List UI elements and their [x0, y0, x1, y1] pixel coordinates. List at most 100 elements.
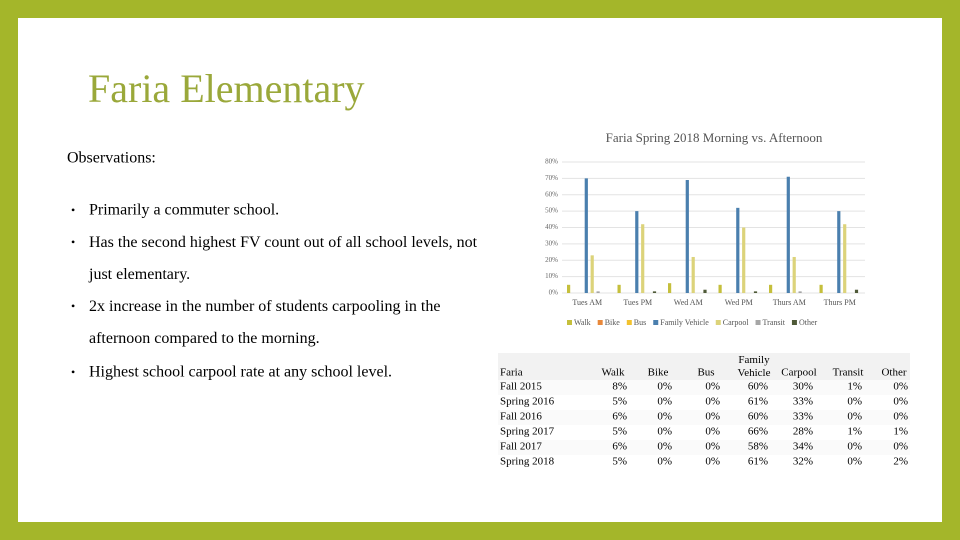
table-header: Family Vehicle — [738, 354, 771, 379]
legend-swatch — [715, 320, 721, 325]
bar — [641, 224, 645, 293]
table-cell: 0% — [657, 441, 672, 453]
y-tick-label: 0% — [549, 289, 559, 297]
table-header: Faria — [500, 367, 523, 379]
bar — [617, 284, 621, 293]
x-tick-label: Thurs AM — [773, 298, 806, 307]
bar — [854, 289, 859, 293]
table-header: Bus — [697, 367, 714, 379]
bullet-marker: • — [71, 299, 75, 313]
bullet-marker: • — [71, 235, 75, 249]
legend-swatch — [755, 320, 761, 325]
table-cell: 1% — [847, 426, 862, 438]
table-cell: Fall 2017 — [500, 441, 542, 453]
table-cell: 0% — [657, 381, 672, 393]
table-cell: 5% — [612, 456, 627, 468]
y-tick-label: 60% — [545, 190, 558, 198]
table-cell: 5% — [612, 426, 627, 438]
bar — [742, 227, 746, 293]
table-cell: 0% — [705, 411, 720, 423]
table-row-bg — [498, 410, 910, 425]
table-cell: 61% — [748, 456, 768, 468]
legend-label: Family Vehicle — [660, 318, 709, 327]
legend-swatch — [791, 320, 797, 325]
table-cell: 0% — [893, 441, 908, 453]
table-cell: 0% — [847, 396, 862, 408]
bullet-line: afternoon compared to the morning. — [89, 330, 320, 347]
table-cell: 33% — [793, 396, 813, 408]
x-tick-label: Tues AM — [572, 298, 602, 307]
bar — [652, 291, 657, 293]
table-cell: 28% — [793, 426, 813, 438]
table-row-bg — [498, 440, 910, 455]
bullet-line: Has the second highest FV count out of a… — [89, 234, 478, 251]
table-cell: 0% — [657, 456, 672, 468]
bullet-text: Primarily a commuter school. — [89, 202, 279, 219]
x-tick-label: Tues PM — [623, 298, 652, 307]
bullet-line: 2x increase in the number of students ca… — [89, 298, 440, 315]
legend-label: Transit — [763, 318, 786, 327]
table-cell: 32% — [793, 456, 813, 468]
bar — [584, 178, 588, 293]
legend-label: Walk — [574, 318, 591, 327]
table-header: Walk — [602, 367, 625, 379]
x-tick-label: Wed AM — [674, 298, 703, 307]
bar — [668, 283, 672, 293]
table-cell: 0% — [847, 456, 862, 468]
table-header: Other — [881, 367, 906, 379]
bullet-marker: • — [71, 203, 75, 217]
slide: Faria Elementary Observations: Faria Spr… — [18, 18, 942, 522]
table-cell: 1% — [847, 381, 862, 393]
legend-swatch — [567, 320, 572, 325]
bar — [590, 255, 594, 293]
table-header: Transit — [833, 367, 864, 379]
table-cell: 0% — [893, 411, 908, 423]
bullet-text: 2x increase in the number of students ca… — [89, 298, 440, 347]
y-tick-label: 30% — [545, 239, 558, 247]
bullet-text: Highest school carpool rate at any schoo… — [89, 364, 392, 381]
table-header: Carpool — [781, 367, 816, 379]
table-cell: 0% — [657, 426, 672, 438]
table-cell: 30% — [793, 381, 813, 393]
y-tick-label: 10% — [545, 272, 558, 280]
y-tick-label: 80% — [545, 158, 558, 166]
table-cell: Fall 2016 — [500, 411, 542, 423]
table-cell: Spring 2016 — [500, 396, 555, 408]
bar — [567, 284, 571, 293]
bar — [769, 284, 773, 293]
header-line: Family — [738, 354, 770, 366]
y-tick-label: 70% — [545, 174, 558, 182]
slide-title: Faria Elementary — [88, 66, 365, 111]
observations-heading: Observations: — [67, 150, 156, 167]
table-cell: 0% — [657, 396, 672, 408]
y-tick-label: 40% — [545, 223, 558, 231]
table-cell: Spring 2017 — [500, 426, 555, 438]
table-cell: 33% — [793, 411, 813, 423]
legend-label: Carpool — [723, 318, 750, 327]
x-tick-label: Wed PM — [725, 298, 753, 307]
bar — [798, 291, 802, 293]
table-cell: 0% — [705, 396, 720, 408]
table-cell: 8% — [612, 381, 627, 393]
bar — [753, 291, 758, 293]
table-cell: 60% — [748, 411, 768, 423]
table-cell: Spring 2018 — [500, 456, 555, 468]
y-tick-label: 20% — [545, 256, 558, 264]
table-cell: 5% — [612, 396, 627, 408]
bar — [685, 180, 689, 293]
bar — [786, 176, 790, 293]
table-cell: 0% — [705, 441, 720, 453]
table-cell: 0% — [847, 441, 862, 453]
legend-label: Bus — [634, 318, 646, 327]
bar — [819, 284, 823, 293]
table-cell: 6% — [612, 441, 627, 453]
table-cell: 1% — [893, 426, 908, 438]
bar — [843, 224, 847, 293]
table-cell: 58% — [748, 441, 768, 453]
legend-swatch — [597, 320, 603, 325]
table-cell: 0% — [847, 411, 862, 423]
legend-swatch — [653, 320, 659, 325]
bar — [718, 284, 722, 293]
table-cell: 0% — [705, 426, 720, 438]
table-cell: Fall 2015 — [500, 381, 542, 393]
